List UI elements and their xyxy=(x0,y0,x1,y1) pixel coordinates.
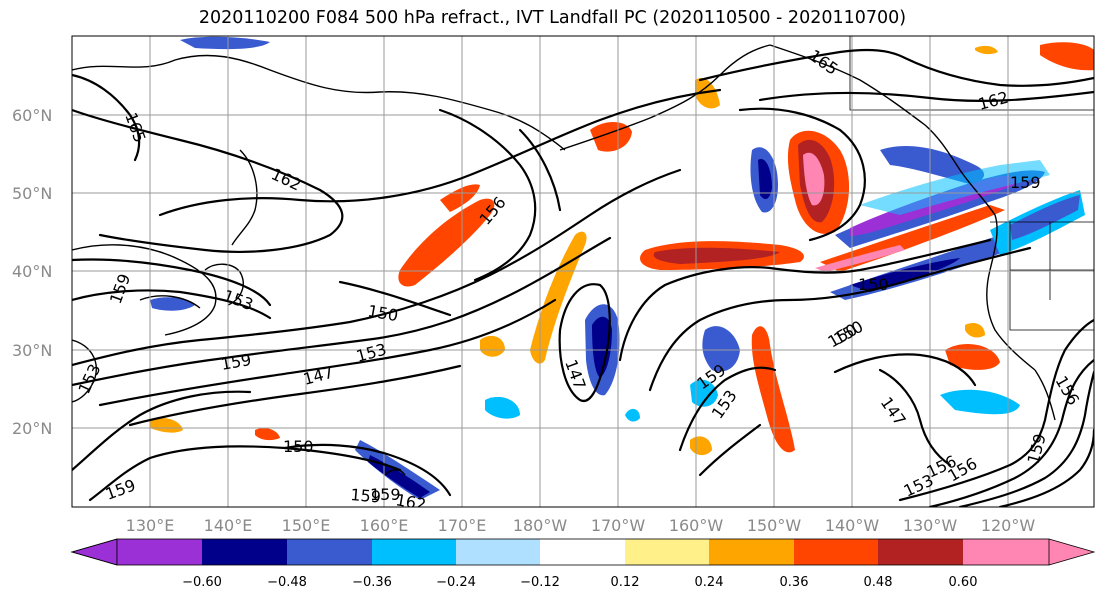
colorbar-tick: −0.48 xyxy=(267,575,307,590)
pos-patch xyxy=(398,198,495,287)
gridlines xyxy=(72,36,1094,507)
lat-label: 30°N xyxy=(12,341,52,360)
neg-patch xyxy=(180,36,270,50)
shaded-anomalies xyxy=(150,36,1094,500)
lon-label: 130°W xyxy=(903,516,958,535)
lat-label: 60°N xyxy=(12,106,52,125)
lon-label: 120°W xyxy=(981,516,1036,535)
contour-label: 162 xyxy=(394,490,427,514)
pos-patch xyxy=(803,152,825,206)
neg-patch xyxy=(860,160,1050,215)
colorbar-segment xyxy=(794,539,878,565)
lon-label: 170°W xyxy=(591,516,646,535)
pos-patch xyxy=(1040,42,1094,71)
neg-patch xyxy=(592,316,612,378)
neg-patch xyxy=(758,159,772,200)
pos-patch xyxy=(815,245,905,272)
colorbar: −0.60 −0.48 −0.36 −0.24 −0.12 0.12 0.24 … xyxy=(70,538,1096,590)
pos-patch xyxy=(695,78,720,109)
lat-label: 40°N xyxy=(12,262,52,281)
neg-patch xyxy=(940,389,1020,415)
pos-patch xyxy=(975,45,998,55)
colorbar-arrow-right xyxy=(963,539,1094,565)
contour-label: 159 xyxy=(370,485,401,504)
neg-patch xyxy=(702,326,740,372)
neg-patch xyxy=(625,408,640,422)
contour-label: 159 xyxy=(350,485,382,507)
pos-patch xyxy=(150,418,183,433)
lon-label: 150°E xyxy=(282,516,331,535)
pos-patch xyxy=(751,326,795,453)
lon-label: 130°E xyxy=(126,516,175,535)
colorbar-segment xyxy=(117,539,202,565)
lon-label: 140°E xyxy=(204,516,253,535)
colorbar-segment xyxy=(372,539,456,565)
lon-label: 150°W xyxy=(747,516,802,535)
neg-patch xyxy=(690,379,718,407)
lat-label: 50°N xyxy=(12,184,52,203)
colorbar-tick: 0.24 xyxy=(695,575,724,590)
neg-patch xyxy=(150,297,195,311)
longitude-labels: 130°E 140°E 150°E 160°E 170°E 180°W 170°… xyxy=(126,516,1036,535)
neg-patch xyxy=(485,396,520,419)
colorbar-tick: −0.12 xyxy=(520,575,560,590)
colorbar-segment xyxy=(709,539,794,565)
neg-patch xyxy=(1010,195,1080,240)
contour-label: 159 xyxy=(1010,173,1041,192)
latitude-labels: 60°N 50°N 40°N 30°N 20°N xyxy=(12,106,52,438)
colorbar-tick: 0.12 xyxy=(611,575,640,590)
colorbar-tick: 0.36 xyxy=(780,575,809,590)
lon-label: 160°E xyxy=(360,516,409,535)
lon-label: 160°W xyxy=(669,516,724,535)
height-contours xyxy=(72,48,1094,507)
colorbar-tick: −0.24 xyxy=(436,575,476,590)
map-frame xyxy=(71,35,1095,508)
colorbar-tick: 0.48 xyxy=(864,575,893,590)
colorbar-tick: −0.36 xyxy=(352,575,392,590)
colorbar-tick: −0.60 xyxy=(182,575,222,590)
colorbar-segment xyxy=(287,539,372,565)
colorbar-segment xyxy=(202,539,287,565)
contour-label: 150 xyxy=(283,437,314,456)
colorbar-segment xyxy=(878,539,963,565)
pos-patch xyxy=(255,427,280,441)
lon-label: 140°W xyxy=(825,516,880,535)
contour-label: 150 xyxy=(858,275,889,294)
neg-patch xyxy=(880,145,985,184)
colorbar-segment xyxy=(456,539,540,565)
coastlines xyxy=(72,44,1056,476)
pos-patch xyxy=(965,323,985,338)
pos-patch xyxy=(480,335,505,357)
colorbar-arrow-left xyxy=(70,538,118,566)
neg-patch xyxy=(850,258,960,292)
colorbar-segment xyxy=(540,539,625,565)
map-title: 2020110200 F084 500 hPa refract., IVT La… xyxy=(198,8,907,28)
lon-label: 170°E xyxy=(438,516,487,535)
lon-label: 180°W xyxy=(513,516,568,535)
pos-patch xyxy=(653,247,780,264)
pos-patch xyxy=(440,184,480,212)
colorbar-tick: 0.60 xyxy=(949,575,978,590)
pos-patch xyxy=(530,231,587,364)
political-borders xyxy=(849,36,1094,331)
lat-label: 20°N xyxy=(12,419,52,438)
colorbar-segment xyxy=(625,539,709,565)
colorbar-frame xyxy=(116,538,1050,566)
